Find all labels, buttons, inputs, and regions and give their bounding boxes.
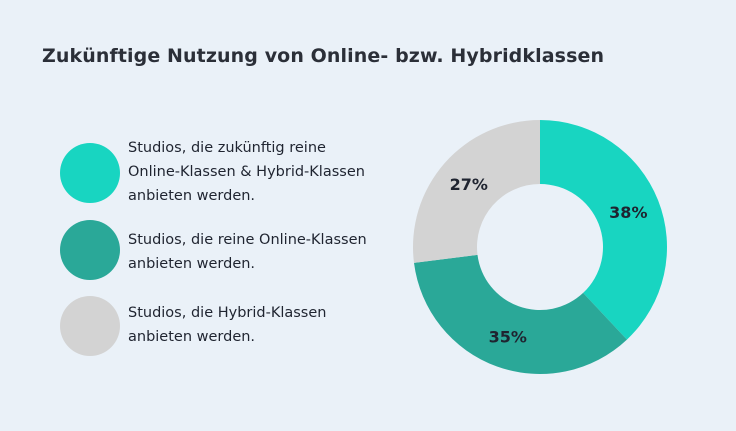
slice-label-online-only: 35% (489, 327, 527, 346)
slice-hybrid-only (413, 120, 540, 263)
slice-label-hybrid-only: 27% (450, 175, 488, 194)
legend-item-online-and-hybrid: Studios, die zukünftig reine Online-Klas… (60, 140, 420, 205)
legend-item-online-only: Studios, die reine Online-Klassen anbiet… (60, 220, 420, 282)
legend-label-hybrid-only: Studios, die Hybrid-Klassen anbieten wer… (128, 301, 418, 349)
legend-line: Studios, die zukünftig reine (128, 140, 326, 156)
chart-title: Zukünftige Nutzung von Online- bzw. Hybr… (42, 45, 605, 67)
legend-label-online-only: Studios, die reine Online-Klassen anbiet… (128, 228, 418, 276)
legend-label-online-and-hybrid: Studios, die zukünftig reine Online-Klas… (128, 136, 418, 208)
legend-line: anbieten werden. (128, 329, 256, 345)
slice-label-online-and-hybrid: 38% (609, 203, 647, 222)
legend-line: Online-Klassen & Hybrid-Klassen (128, 164, 365, 180)
legend-swatch-hybrid-only (60, 296, 120, 356)
legend-swatch-online-and-hybrid (60, 143, 120, 203)
legend-line: anbieten werden. (128, 256, 256, 272)
legend-line: anbieten werden. (128, 188, 256, 204)
legend-line: Studios, die Hybrid-Klassen (128, 305, 327, 321)
legend-item-hybrid-only: Studios, die Hybrid-Klassen anbieten wer… (60, 296, 420, 358)
legend-line: Studios, die reine Online-Klassen (128, 232, 367, 248)
slice-online-and-hybrid (540, 120, 668, 340)
slice-online-only (414, 254, 627, 374)
legend-swatch-online-only (60, 220, 120, 280)
